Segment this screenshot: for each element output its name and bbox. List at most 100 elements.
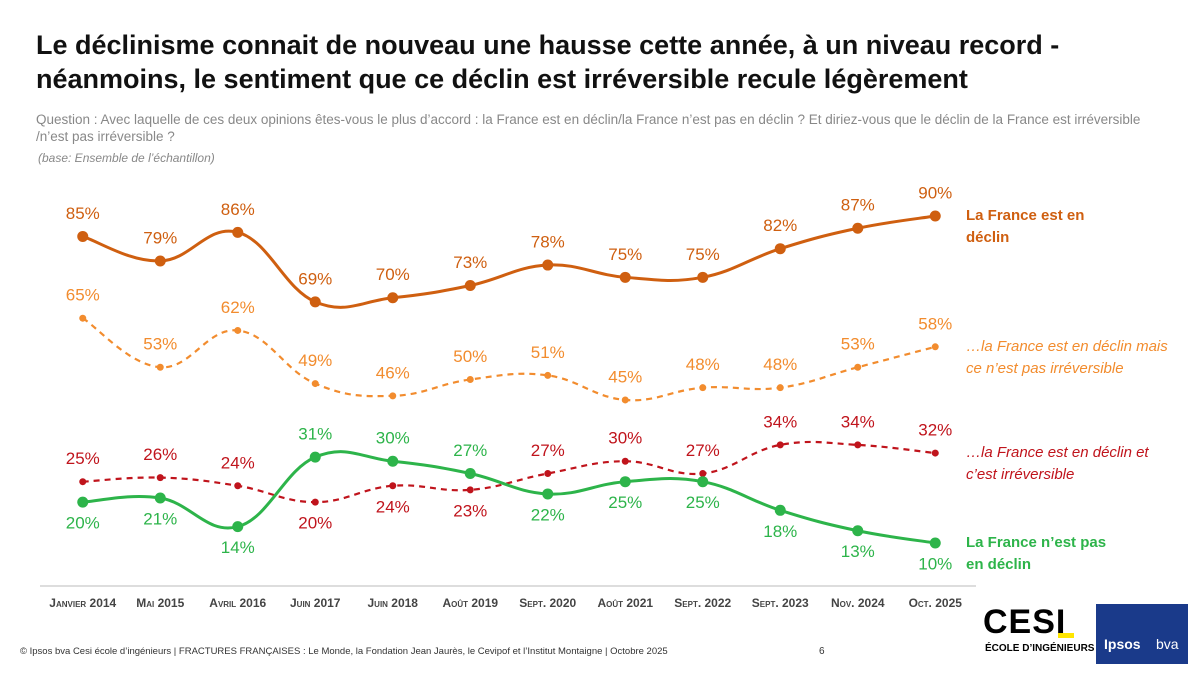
bva-logo: bva [1156,636,1179,652]
point [309,296,321,308]
series-label: La France n’est pas en déclin [966,534,1107,573]
data-label: 26% [143,445,177,464]
point [387,292,399,304]
point [774,243,786,255]
x-tick-label: Mai 2015 [136,596,184,610]
point [309,451,321,463]
point [464,279,476,291]
point [619,271,631,283]
data-label: 87% [841,196,875,215]
data-label: 27% [686,441,720,460]
data-label: 14% [221,538,255,557]
point [79,314,87,322]
point [311,380,319,388]
data-label: 49% [298,351,332,370]
point [774,504,786,516]
data-label: 34% [841,412,875,431]
point [931,343,939,351]
data-label: 69% [298,269,332,288]
data-label: 30% [608,429,642,448]
data-label: 53% [143,335,177,354]
point [232,226,244,238]
data-label: 70% [376,265,410,284]
x-tick-label: Août 2019 [442,596,498,610]
point [697,271,709,283]
series-line [82,214,936,309]
data-label: 65% [66,286,100,305]
data-label: 58% [918,314,952,333]
point [387,455,399,467]
x-tick-label: Juin 2018 [368,596,419,610]
data-label: 34% [763,412,797,431]
point [232,521,244,533]
data-label: 13% [841,542,875,561]
series-line [82,440,936,504]
point [854,363,862,371]
x-tick-label: Oct. 2025 [909,596,963,610]
series-line [82,317,936,402]
title: Le déclinisme connait de nouveau une hau… [36,30,1060,94]
point [619,476,631,488]
data-label: 30% [376,429,410,448]
point [931,449,939,457]
x-tick-label: Sept. 2020 [519,596,576,610]
point [929,210,941,222]
data-label: 27% [531,441,565,460]
point [77,496,89,508]
data-label: 31% [298,425,332,444]
ipsos-logo-box [1096,604,1188,664]
data-label: 20% [298,514,332,533]
page-number: 6 [819,646,825,657]
point [542,488,554,500]
x-tick-label: Juin 2017 [290,596,341,610]
ipsos-logo: Ipsos [1104,636,1141,652]
footer: © Ipsos bva Cesi école d’ingénieurs | FR… [20,646,668,657]
point [544,470,552,478]
cesi-logo-bar [1058,633,1074,638]
data-label: 21% [143,510,177,529]
point [154,492,166,504]
data-label: 85% [66,204,100,223]
point [156,474,164,482]
point [852,222,864,234]
data-label: 51% [531,343,565,362]
point [311,498,319,506]
data-label: 53% [841,335,875,354]
x-tick-label: Janvier 2014 [49,596,116,610]
data-label: 25% [66,449,100,468]
point [389,482,397,490]
point [79,478,87,486]
data-label: 32% [918,421,952,440]
data-label: 45% [608,367,642,386]
point [466,486,474,494]
data-label: 86% [221,200,255,219]
data-label: 24% [376,497,410,516]
point [699,470,707,478]
data-label: 20% [66,514,100,533]
point [697,476,709,488]
point [852,525,864,537]
point [234,482,242,490]
point [776,441,784,449]
point [389,392,397,400]
data-label: 82% [763,216,797,235]
point [776,384,784,392]
data-label: 18% [763,522,797,541]
question: Question : Avec laquelle de ces deux opi… [36,112,1141,144]
data-label: 22% [531,505,565,524]
data-label: 73% [453,253,487,272]
point [156,363,164,371]
point [854,441,862,449]
data-label: 10% [918,554,952,573]
point [77,230,89,242]
cesi-logo-subtitle: ÉCOLE D’INGÉNIEURS [985,643,1095,654]
data-label: 48% [763,355,797,374]
cesi-logo: CESI [983,603,1067,641]
data-label: 75% [686,245,720,264]
x-tick-label: Sept. 2023 [752,596,809,610]
data-label: 46% [376,363,410,382]
x-tick-label: Sept. 2022 [674,596,731,610]
series-label: …la France est en déclin mais ce n’est p… [966,337,1168,377]
data-label: 27% [453,441,487,460]
data-label: 90% [918,183,952,202]
